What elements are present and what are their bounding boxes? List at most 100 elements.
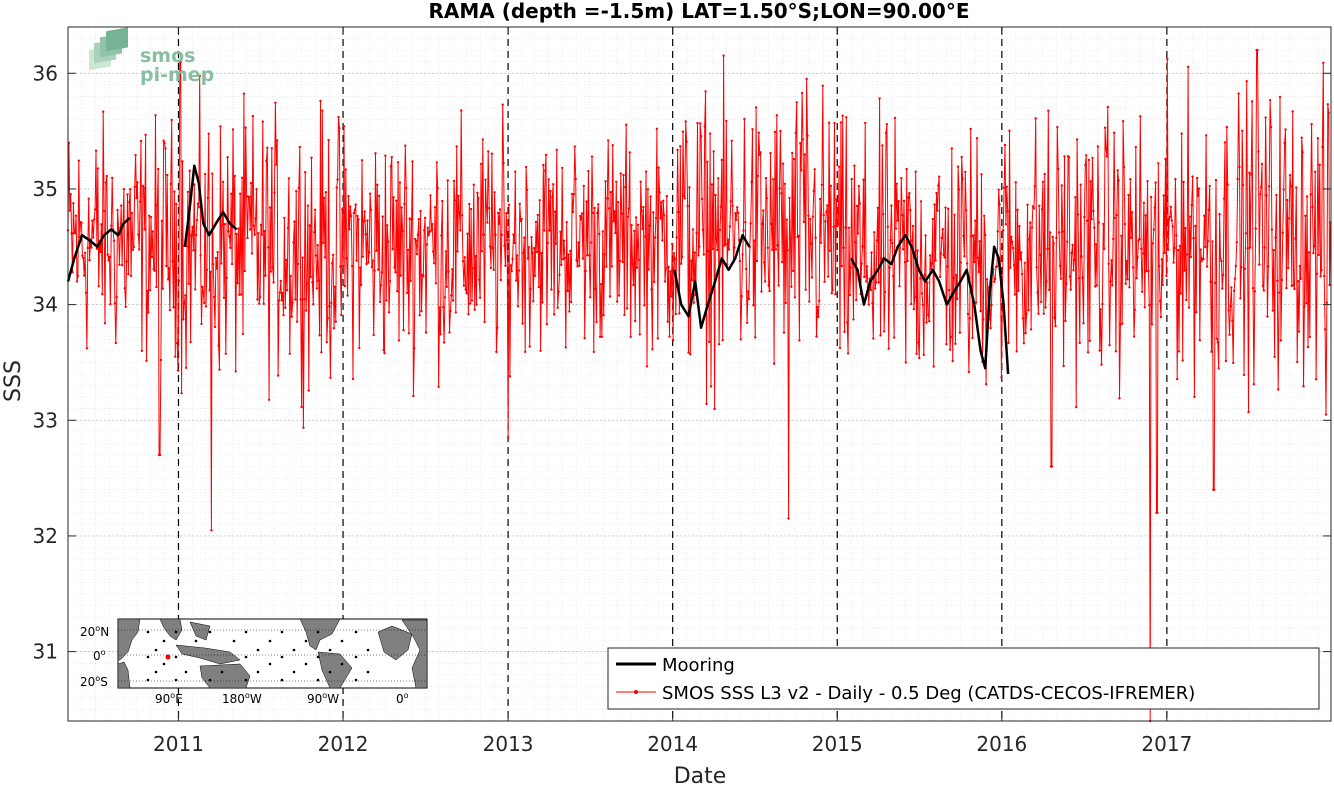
smos-point bbox=[839, 121, 843, 124]
smos-point bbox=[968, 317, 971, 320]
smos-point bbox=[974, 219, 977, 222]
smos-point bbox=[380, 271, 383, 274]
smos-point bbox=[1270, 228, 1274, 231]
smos-point bbox=[1178, 244, 1182, 248]
smos-point bbox=[870, 251, 873, 254]
inset-lon-180w: 180oW bbox=[222, 691, 262, 706]
x-tick-label: 2011 bbox=[153, 732, 204, 756]
smos-point bbox=[1095, 284, 1099, 287]
smos-point bbox=[891, 241, 894, 245]
smos-point bbox=[682, 195, 686, 198]
smos-point bbox=[184, 294, 187, 297]
smos-point bbox=[553, 210, 557, 213]
smos-point bbox=[969, 127, 972, 131]
smos-point bbox=[865, 265, 869, 268]
smos-point bbox=[371, 259, 374, 262]
smos-point bbox=[1080, 255, 1083, 258]
inset-buoy-dot bbox=[146, 678, 150, 682]
smos-point bbox=[1046, 247, 1049, 250]
smos-point bbox=[705, 402, 708, 406]
smos-point bbox=[1159, 315, 1163, 319]
smos-point bbox=[349, 205, 352, 208]
smos-point bbox=[439, 333, 442, 336]
smos-point bbox=[1121, 322, 1124, 325]
smos-point bbox=[584, 269, 587, 273]
smos-point bbox=[1183, 269, 1186, 272]
smos-point bbox=[1195, 176, 1199, 180]
smos-point bbox=[521, 322, 524, 325]
smos-point bbox=[1199, 248, 1202, 251]
smos-point bbox=[1079, 183, 1082, 186]
inset-buoy-dot bbox=[174, 655, 178, 659]
smos-point bbox=[1301, 151, 1304, 154]
inset-buoy-dot bbox=[340, 662, 344, 666]
smos-point bbox=[1208, 184, 1211, 188]
smos-point bbox=[244, 126, 247, 129]
smos-point bbox=[483, 320, 486, 324]
smos-point bbox=[225, 276, 228, 280]
smos-point bbox=[432, 262, 436, 265]
smos-point bbox=[1060, 184, 1064, 187]
smos-point bbox=[1286, 198, 1289, 202]
smos-point bbox=[138, 248, 141, 251]
smos-point bbox=[535, 250, 539, 254]
smos-point bbox=[1072, 269, 1075, 272]
smos-point bbox=[175, 341, 179, 345]
inset-buoy-dot bbox=[208, 630, 212, 634]
smos-point bbox=[217, 344, 220, 347]
smos-point bbox=[526, 257, 530, 260]
smos-point bbox=[626, 215, 630, 219]
smos-point bbox=[906, 259, 909, 263]
smos-point bbox=[1116, 169, 1119, 172]
smos-point bbox=[154, 114, 157, 117]
smos-point bbox=[459, 229, 462, 232]
smos-point bbox=[1264, 116, 1267, 119]
inset-buoy-dot bbox=[304, 639, 308, 643]
smos-point bbox=[375, 249, 378, 252]
smos-point bbox=[961, 177, 964, 181]
smos-point bbox=[520, 217, 523, 221]
smos-point bbox=[1233, 277, 1237, 280]
smos-point bbox=[1257, 150, 1260, 153]
smos-point bbox=[322, 241, 325, 244]
smos-point bbox=[205, 268, 209, 272]
smos-point bbox=[819, 241, 823, 244]
inset-mooring-dots bbox=[146, 630, 370, 682]
smos-point bbox=[402, 328, 405, 332]
smos-point bbox=[1136, 256, 1139, 259]
smos-point bbox=[661, 239, 664, 242]
smos-point bbox=[761, 222, 764, 226]
smos-point bbox=[861, 245, 864, 248]
smos-point bbox=[552, 313, 556, 316]
y-tick-label: 32 bbox=[33, 524, 58, 548]
smos-point bbox=[368, 251, 371, 254]
smos-point bbox=[219, 125, 222, 128]
smos-point bbox=[820, 183, 824, 186]
smos-point bbox=[220, 262, 223, 265]
smos-point bbox=[74, 214, 78, 217]
smos-point bbox=[1204, 245, 1207, 249]
smos-point bbox=[351, 377, 355, 381]
smos-point bbox=[272, 281, 275, 284]
smos-point bbox=[493, 191, 496, 194]
smos-point bbox=[355, 259, 358, 262]
smos-point bbox=[813, 168, 816, 171]
mooring-line bbox=[66, 216, 131, 282]
smos-point bbox=[731, 204, 734, 208]
smos-point bbox=[1110, 259, 1113, 262]
smos-point bbox=[690, 259, 693, 262]
smos-point bbox=[552, 183, 555, 186]
smos-point bbox=[1157, 162, 1160, 165]
smos-point bbox=[400, 206, 403, 209]
smos-point bbox=[160, 219, 163, 223]
smos-point bbox=[492, 268, 495, 271]
smos-point bbox=[1146, 180, 1149, 183]
smos-point bbox=[1237, 92, 1240, 95]
smos-point bbox=[781, 260, 784, 264]
smos-point bbox=[203, 172, 207, 176]
smos-point bbox=[1061, 230, 1064, 233]
smos-point bbox=[1263, 246, 1266, 249]
smos-point bbox=[645, 365, 649, 368]
smos-point bbox=[384, 154, 387, 157]
smos-point bbox=[890, 204, 893, 207]
